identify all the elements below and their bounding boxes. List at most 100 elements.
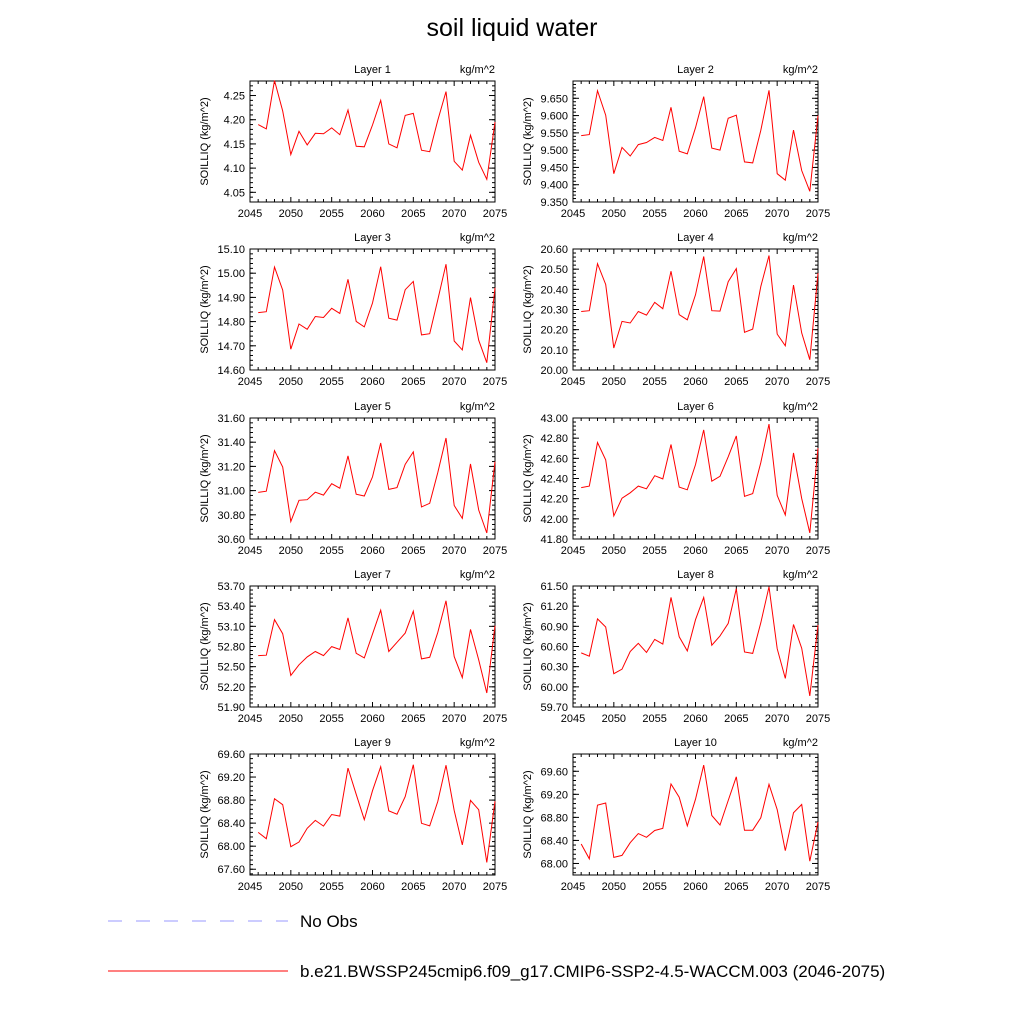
y-tick-label: 20.20 [540, 325, 568, 337]
panel-title: Layer 10 [674, 737, 717, 749]
y-tick-label: 31.40 [217, 437, 245, 449]
x-tick-label: 2055 [642, 881, 666, 893]
x-tick-label: 2060 [683, 208, 707, 220]
y-tick-label: 52.50 [217, 662, 245, 674]
y-tick-label: 68.80 [217, 795, 245, 807]
y-axis-label: SOILLIQ (kg/m^2) [199, 265, 211, 353]
y-tick-label: 68.40 [540, 835, 568, 847]
y-tick-label: 9.600 [540, 111, 568, 123]
x-tick-label: 2045 [238, 208, 262, 220]
legend-model-label: b.e21.BWSSP245cmip6.f09_g17.CMIP6-SSP2-4… [300, 962, 886, 981]
y-tick-label: 69.60 [540, 766, 568, 778]
y-tick-label: 69.60 [217, 749, 245, 761]
y-tick-label: 60.30 [540, 662, 568, 674]
y-tick-label: 61.50 [540, 581, 568, 593]
x-tick-label: 2045 [561, 208, 585, 220]
y-axis-label: SOILLIQ (kg/m^2) [522, 97, 534, 185]
series-line-layer-2 [581, 88, 819, 192]
y-tick-label: 14.80 [217, 317, 245, 329]
x-tick-label: 2060 [683, 545, 707, 557]
y-tick-label: 53.70 [217, 581, 245, 593]
x-tick-label: 2075 [806, 545, 830, 557]
panel-title: Layer 4 [677, 232, 714, 244]
y-tick-label: 41.80 [540, 534, 568, 546]
x-tick-label: 2075 [483, 376, 507, 388]
series-line-layer-6 [581, 423, 819, 534]
y-tick-label: 14.60 [217, 365, 245, 377]
y-tick-label: 61.20 [540, 601, 568, 613]
x-tick-label: 2055 [319, 881, 343, 893]
x-tick-label: 2065 [401, 713, 425, 725]
y-tick-label: 52.80 [217, 642, 245, 654]
y-tick-label: 53.40 [217, 601, 245, 613]
y-tick-label: 20.10 [540, 345, 568, 357]
panel-layer-7: Layer 7 kg/m^2 SOILLIQ (kg/m^2) 2045 2050 205… [199, 569, 507, 725]
x-tick-label: 2060 [360, 881, 384, 893]
x-tick-label: 2050 [279, 881, 303, 893]
legend-obs-label: No Obs [300, 912, 358, 931]
y-tick-label: 9.400 [540, 180, 568, 192]
y-tick-label: 4.10 [224, 163, 245, 175]
y-tick-label: 68.40 [217, 818, 245, 830]
series-line-layer-7 [258, 600, 496, 694]
y-tick-label: 67.60 [217, 864, 245, 876]
y-tick-label: 15.00 [217, 268, 245, 280]
y-tick-label: 4.20 [224, 115, 245, 127]
panel-units: kg/m^2 [460, 401, 495, 413]
x-tick-label: 2050 [602, 208, 626, 220]
panel-layer-8: Layer 8 kg/m^2 SOILLIQ (kg/m^2) 2045 2050 205… [522, 569, 830, 725]
panel-layer-3: Layer 3 kg/m^2 SOILLIQ (kg/m^2) 2045 2050 205… [199, 232, 507, 388]
y-tick-label: 20.30 [540, 305, 568, 317]
x-tick-label: 2050 [602, 881, 626, 893]
x-tick-label: 2070 [765, 545, 789, 557]
x-tick-label: 2060 [683, 881, 707, 893]
x-tick-label: 2050 [279, 713, 303, 725]
panel-layer-4: Layer 4 kg/m^2 SOILLIQ (kg/m^2) 2045 2050 205… [522, 232, 830, 388]
y-tick-label: 60.90 [540, 621, 568, 633]
x-tick-label: 2060 [360, 545, 384, 557]
y-tick-label: 42.40 [540, 474, 568, 486]
panel-units: kg/m^2 [783, 232, 818, 244]
y-tick-label: 20.00 [540, 365, 568, 377]
y-tick-label: 69.20 [540, 789, 568, 801]
x-tick-label: 2075 [806, 881, 830, 893]
y-tick-label: 4.05 [224, 187, 245, 199]
x-tick-label: 2045 [238, 881, 262, 893]
x-tick-label: 2060 [360, 376, 384, 388]
panel-layer-9: Layer 9 kg/m^2 SOILLIQ (kg/m^2) 2045 2050 205… [199, 737, 507, 893]
y-tick-label: 20.50 [540, 264, 568, 276]
series-line-layer-10 [580, 764, 819, 862]
x-tick-label: 2045 [561, 881, 585, 893]
y-tick-label: 31.00 [217, 486, 245, 498]
y-tick-label: 42.60 [540, 453, 568, 465]
y-tick-label: 14.70 [217, 341, 245, 353]
y-tick-label: 30.60 [217, 534, 245, 546]
y-tick-label: 52.20 [217, 682, 245, 694]
y-tick-label: 9.450 [540, 162, 568, 174]
x-tick-label: 2060 [360, 713, 384, 725]
chart-main-title: soil liquid water [426, 14, 598, 42]
x-tick-label: 2050 [602, 545, 626, 557]
x-tick-label: 2055 [642, 208, 666, 220]
y-tick-label: 59.70 [540, 702, 568, 714]
x-tick-label: 2060 [360, 208, 384, 220]
series-line-layer-1 [257, 80, 496, 182]
y-tick-label: 42.20 [540, 494, 568, 506]
x-tick-label: 2065 [724, 881, 748, 893]
series-line-layer-8 [581, 586, 819, 696]
x-tick-label: 2075 [806, 376, 830, 388]
y-tick-label: 9.650 [540, 93, 568, 105]
x-tick-label: 2070 [442, 208, 466, 220]
y-tick-label: 4.15 [224, 139, 245, 151]
y-tick-label: 9.500 [540, 145, 568, 157]
x-tick-label: 2055 [642, 376, 666, 388]
x-tick-label: 2075 [806, 208, 830, 220]
panel-title: Layer 8 [677, 569, 714, 581]
y-tick-label: 53.10 [217, 621, 245, 633]
y-tick-label: 9.350 [540, 197, 568, 209]
panel-units: kg/m^2 [783, 64, 818, 76]
y-tick-label: 68.00 [540, 858, 568, 870]
x-tick-label: 2050 [279, 208, 303, 220]
x-tick-label: 2070 [765, 881, 789, 893]
x-tick-label: 2065 [401, 881, 425, 893]
